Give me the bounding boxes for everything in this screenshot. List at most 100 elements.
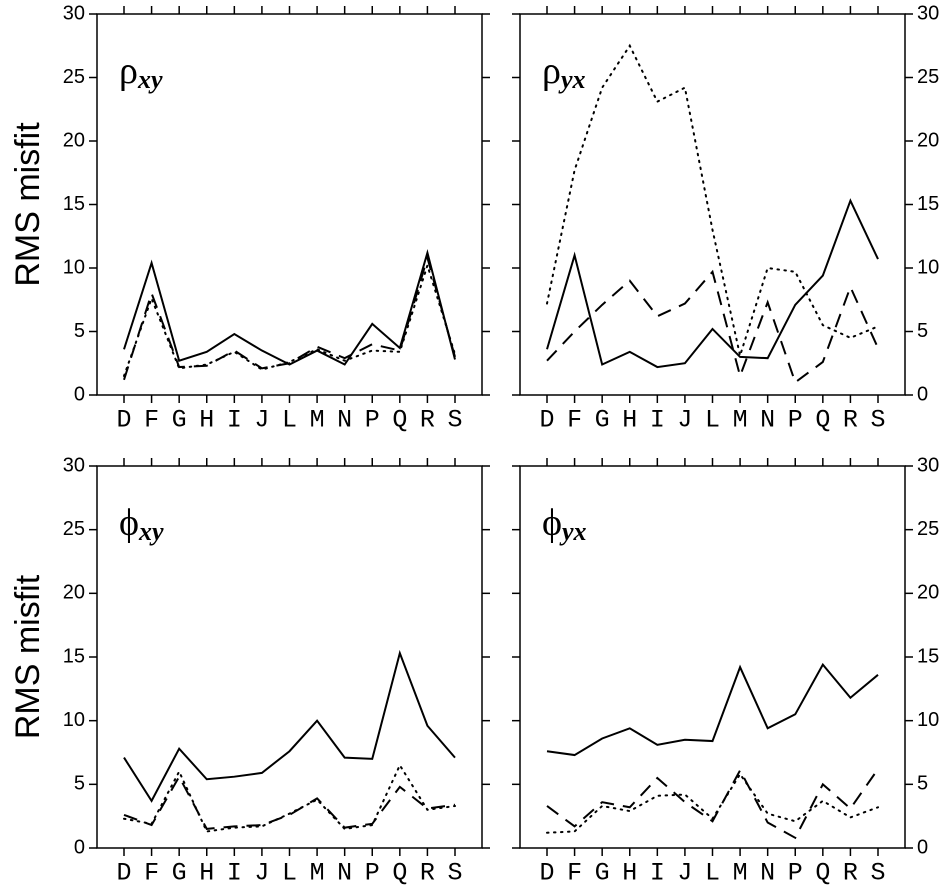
y-tick-label: 10 xyxy=(63,256,85,278)
x-tick-label: S xyxy=(447,859,462,888)
y-tick-label: 5 xyxy=(74,773,85,795)
data-line xyxy=(123,763,456,833)
data-line xyxy=(546,772,879,834)
x-tick-label: Q xyxy=(815,406,830,435)
data-line xyxy=(123,254,456,381)
x-tick-label: I xyxy=(650,406,665,435)
data-line xyxy=(123,262,456,377)
panel-title: ρxy xyxy=(119,50,163,94)
title-subscript: xy xyxy=(137,65,163,94)
x-tick-label: G xyxy=(595,859,610,888)
y-tick-label: 10 xyxy=(917,709,939,731)
x-tick-label: S xyxy=(447,406,462,435)
panel-title: ρyx xyxy=(542,50,586,94)
x-tick-label: S xyxy=(870,406,885,435)
y-tick-label: 15 xyxy=(63,193,85,215)
x-tick-label: P xyxy=(788,406,803,435)
y-tick-label: 20 xyxy=(917,129,939,151)
x-tick-label: Q xyxy=(815,859,830,888)
title-symbol: ϕ xyxy=(542,502,562,544)
y-tick-label: 20 xyxy=(917,582,939,604)
title-symbol: ϕ xyxy=(119,502,139,544)
x-tick-label: F xyxy=(144,859,159,888)
x-tick-label: L xyxy=(282,859,297,888)
y-axis-label: RMS misfit xyxy=(9,122,47,287)
y-tick-label: 15 xyxy=(917,645,939,667)
x-tick-label: Q xyxy=(392,859,407,888)
x-tick-label: D xyxy=(539,859,554,888)
title-subscript: yx xyxy=(558,65,586,94)
y-tick-label: 0 xyxy=(74,383,85,405)
x-tick-label: D xyxy=(116,859,131,888)
x-tick-label: D xyxy=(116,406,131,435)
x-tick-label: N xyxy=(760,406,775,435)
y-tick-label: 25 xyxy=(63,518,85,540)
x-tick-label: L xyxy=(705,859,720,888)
x-tick-label: R xyxy=(843,859,858,888)
title-symbol: ρ xyxy=(542,50,561,92)
y-tick-label: 30 xyxy=(63,2,85,24)
y-tick-label: 0 xyxy=(917,836,928,858)
data-line xyxy=(546,269,879,384)
y-tick-label: 5 xyxy=(917,320,928,342)
y-tick-label: 5 xyxy=(74,320,85,342)
x-tick-label: M xyxy=(310,859,325,888)
x-tick-label: J xyxy=(677,859,692,888)
y-tick-label: 20 xyxy=(63,582,85,604)
x-tick-label: R xyxy=(843,406,858,435)
data-line xyxy=(123,248,456,366)
panel-title: ϕyx xyxy=(542,502,587,546)
x-tick-label: G xyxy=(595,406,610,435)
y-tick-label: 25 xyxy=(917,518,939,540)
x-tick-label: N xyxy=(337,406,352,435)
data-line xyxy=(546,768,879,840)
panel-title: ϕxy xyxy=(119,502,164,546)
x-tick-label: R xyxy=(420,859,435,888)
x-tick-label: R xyxy=(420,406,435,435)
x-tick-label: G xyxy=(172,859,187,888)
x-tick-label: N xyxy=(337,859,352,888)
x-tick-label: M xyxy=(310,406,325,435)
y-tick-label: 0 xyxy=(917,383,928,405)
x-tick-label: H xyxy=(199,406,214,435)
x-tick-label: L xyxy=(282,406,297,435)
y-axis-label: RMS misfit xyxy=(9,574,47,739)
x-tick-label: I xyxy=(227,859,242,888)
data-line xyxy=(546,198,879,369)
y-tick-label: 0 xyxy=(74,836,85,858)
x-tick-label: J xyxy=(254,406,269,435)
y-tick-label: 10 xyxy=(63,709,85,731)
y-tick-label: 30 xyxy=(917,454,939,476)
x-tick-label: I xyxy=(227,406,242,435)
y-tick-label: 25 xyxy=(917,66,939,88)
title-subscript: xy xyxy=(138,517,164,546)
x-tick-label: P xyxy=(788,859,803,888)
title-subscript: yx xyxy=(559,517,587,546)
x-tick-label: F xyxy=(567,859,582,888)
y-tick-label: 15 xyxy=(63,645,85,667)
x-tick-label: F xyxy=(567,406,582,435)
x-tick-label: N xyxy=(760,859,775,888)
y-tick-label: 25 xyxy=(63,66,85,88)
data-line xyxy=(546,43,879,360)
y-tick-label: 20 xyxy=(63,129,85,151)
y-tick-label: 10 xyxy=(917,256,939,278)
x-tick-label: J xyxy=(254,859,269,888)
x-tick-label: D xyxy=(539,406,554,435)
data-line xyxy=(123,649,456,803)
y-tick-label: 30 xyxy=(917,2,939,24)
x-tick-label: M xyxy=(733,406,748,435)
x-tick-label: L xyxy=(705,406,720,435)
data-line xyxy=(123,774,456,830)
x-tick-label: H xyxy=(622,406,637,435)
x-tick-label: P xyxy=(365,406,380,435)
x-tick-label: J xyxy=(677,406,692,435)
y-tick-label: 15 xyxy=(917,193,939,215)
y-tick-label: 30 xyxy=(63,454,85,476)
x-tick-label: G xyxy=(172,406,187,435)
x-tick-label: S xyxy=(870,859,885,888)
